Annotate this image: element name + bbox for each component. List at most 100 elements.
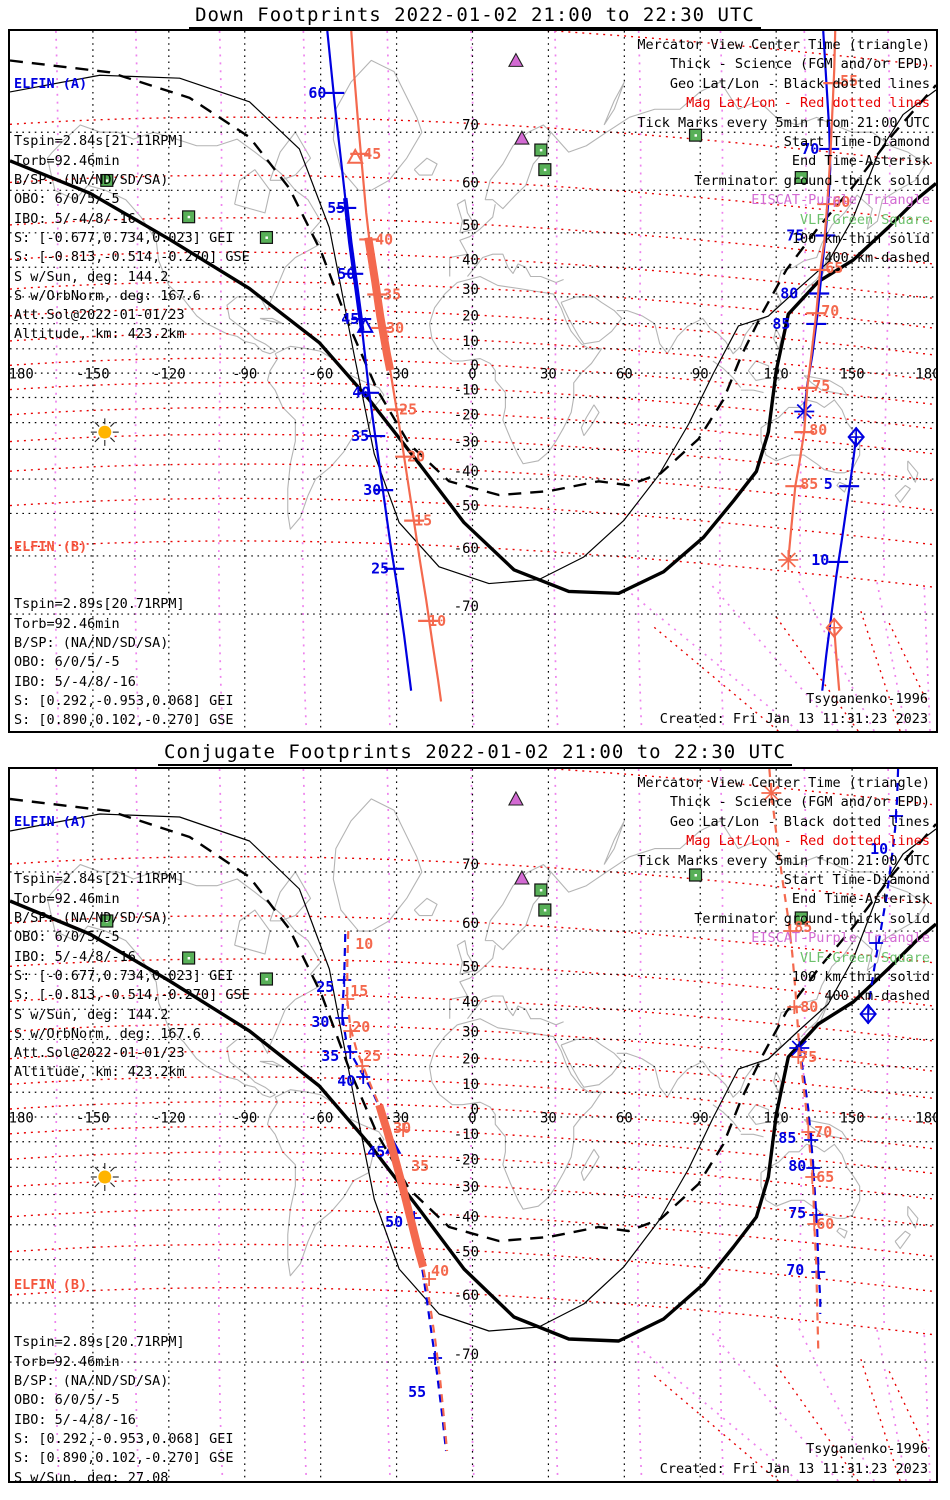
info-line: Tspin=2.84s[21.11RPM] <box>14 133 185 150</box>
svg-text:40: 40 <box>462 994 479 1010</box>
svg-text:-120: -120 <box>152 1110 186 1126</box>
track-minute-label: 65 <box>825 259 843 277</box>
info-line: OBO: 6/0/5/-5 <box>14 191 120 208</box>
info-line: OBO: 6/0/5/-5 <box>14 654 120 671</box>
svg-text:70: 70 <box>462 117 479 133</box>
elfin-b-header: ELFIN (B) <box>14 1276 88 1293</box>
info-line: S: [-0.677,0.734,0.023] GEI <box>14 967 234 984</box>
track-elfin-a-conj-right: 85 80 75 70 <box>778 1038 826 1314</box>
world-map-top: -180-150-120-90-60-300306090120150180706… <box>10 31 936 731</box>
track-minute-label: 30 <box>311 1013 329 1031</box>
track-minute-label: 70 <box>786 1261 804 1279</box>
track-minute-label: 25 <box>399 401 417 419</box>
svg-text:60: 60 <box>616 367 633 383</box>
track-minute-label: 70 <box>801 140 819 158</box>
svg-text:70: 70 <box>462 857 479 873</box>
map-legend: Mercator View Center Time (triangle) Thic… <box>637 36 930 269</box>
axis-labels: -180-150-120-90-60-300306090120150180706… <box>10 857 936 1363</box>
track-minute-label: 30 <box>363 481 381 499</box>
elfin-a-header: ELFIN (A) <box>14 75 88 92</box>
legend-line: Mercator View Center Time (triangle) <box>637 775 930 791</box>
info-line: Torb=92.46min <box>14 615 120 632</box>
track-minute-label: 80 <box>780 285 798 303</box>
created-label: Created: Fri Jan 13 11:31:23 2023 <box>659 1460 928 1477</box>
svg-text:-60: -60 <box>454 1288 479 1304</box>
svg-text:0: 0 <box>468 1110 476 1126</box>
track-minute-label: 80 <box>800 998 818 1016</box>
svg-text:0: 0 <box>468 367 476 383</box>
track-minute-label: 10 <box>811 551 829 569</box>
track-minute-label: 65 <box>816 1168 834 1186</box>
svg-text:-60: -60 <box>308 1110 333 1126</box>
svg-text:-10: -10 <box>454 383 479 399</box>
elfin-b-info: ELFIN (B) Tspin=2.89s[20.71RPM] Torb=92.4… <box>14 1237 233 1481</box>
panel-title-top: Down Footprints 2022-01-02 21:00 to 22:3… <box>0 4 950 29</box>
svg-text:0: 0 <box>471 1102 479 1118</box>
legend-line: Thick - Science (FGM and/or EPD) <box>669 794 930 811</box>
svg-text:30: 30 <box>540 367 557 383</box>
model-label: Tsyganenko-1996 <box>806 691 928 707</box>
svg-text:-180: -180 <box>10 1110 34 1126</box>
legend-line: Mag Lat/Lon - Red dotted lines <box>686 833 930 850</box>
svg-text:-30: -30 <box>454 435 479 451</box>
legend-line: Thick - Science (FGM and/or EPD) <box>669 56 930 73</box>
legend-line: Mag Lat/Lon - Red dotted lines <box>686 95 930 112</box>
info-line: Tspin=2.89s[20.71RPM] <box>14 596 185 613</box>
legend-line: Tick Marks every 5min from 21:00 UTC <box>637 114 930 131</box>
info-line: S: [-0.813,-0.514,-0.270] GSE <box>14 987 250 1004</box>
legend-line: 100 km-thin solid <box>791 969 930 986</box>
svg-text:-120: -120 <box>152 367 186 383</box>
info-line: B/SP: (NA/ND/SD/SA) <box>14 635 169 652</box>
svg-text:-70: -70 <box>454 599 479 615</box>
svg-text:150: 150 <box>839 1110 864 1126</box>
track-minute-label: 55 <box>408 1383 426 1401</box>
elfin-b-lines: Tspin=2.89s[20.71RPM] Torb=92.46min B/SP: … <box>14 1333 233 1481</box>
legend-line: 400 km-dashed <box>824 988 930 1005</box>
legend-line: Terminator ground-thick solid <box>694 910 930 927</box>
legend-line: Terminator ground-thick solid <box>694 172 930 189</box>
svg-text:-20: -20 <box>454 408 479 424</box>
track-minute-label: 15 <box>350 982 368 1000</box>
info-line: IBO: 5/-4/8/-16 <box>14 948 136 965</box>
info-line: S w/Sun, deg: 144.2 <box>14 1006 169 1023</box>
elfin-a-lines: Tspin=2.84s[21.11RPM] Torb=92.46min B/SP: … <box>14 870 250 1082</box>
svg-text:-30: -30 <box>454 1180 479 1196</box>
track-minute-label: 25 <box>316 978 334 996</box>
svg-text:-60: -60 <box>454 541 479 557</box>
plot-footer: Tsyganenko-1996 Created: Fri Jan 13 11:3… <box>660 1440 928 1479</box>
elfin-a-lines: Tspin=2.84s[21.11RPM] Torb=92.46min B/SP: … <box>14 132 250 344</box>
svg-text:-50: -50 <box>454 499 479 515</box>
terminator-100km-thin <box>10 813 936 1332</box>
svg-text:-70: -70 <box>454 1347 479 1363</box>
track-minute-label: 35 <box>321 1047 339 1065</box>
track-minute-label: 20 <box>352 1018 370 1036</box>
terminator-ground-thick <box>10 159 936 596</box>
track-minute-label: 75 <box>788 1204 806 1222</box>
info-line: IBO: 5/-4/8/-16 <box>14 210 136 227</box>
svg-text:50: 50 <box>462 218 479 234</box>
svg-text:150: 150 <box>839 367 864 383</box>
elfin-a-info: ELFIN (A) Tspin=2.84s[21.11RPM] Torb=92.4… <box>14 36 250 383</box>
info-line: Tspin=2.89s[20.71RPM] <box>14 1334 185 1351</box>
info-line: S w/Sun, deg: 27.08 <box>14 731 233 732</box>
track-minute-label: 55 <box>840 72 858 90</box>
svg-text:0: 0 <box>471 358 479 374</box>
legend-line: Geo Lat/Lon - Black dotted lines <box>669 813 930 830</box>
track-minute-label: 70 <box>821 302 839 320</box>
sun-icon <box>90 1163 119 1191</box>
model-label: Tsyganenko-1996 <box>806 1441 928 1457</box>
track-elfin-a-conj-left: 25 30 35 40 45 50 55 <box>311 933 448 1452</box>
info-line: Altitude, km: 423.2km <box>14 1064 185 1081</box>
svg-text:120: 120 <box>764 367 789 383</box>
terminator-100km-thin <box>10 74 936 585</box>
terminator <box>10 59 936 596</box>
svg-text:180: 180 <box>915 367 936 383</box>
legend-line: Tick Marks every 5min from 21:00 UTC <box>637 852 930 869</box>
track-minute-label: 80 <box>788 1157 806 1175</box>
track-minute-label: 35 <box>351 427 369 445</box>
axis-labels: -180-150-120-90-60-300306090120150180706… <box>10 117 936 615</box>
info-line: S w/OrbNorm, deg: 167.6 <box>14 287 201 304</box>
info-line: S: [-0.813,-0.514,-0.270] GSE <box>14 249 250 266</box>
info-line: S: [0.890,0.102,-0.270] GSE <box>14 712 234 729</box>
